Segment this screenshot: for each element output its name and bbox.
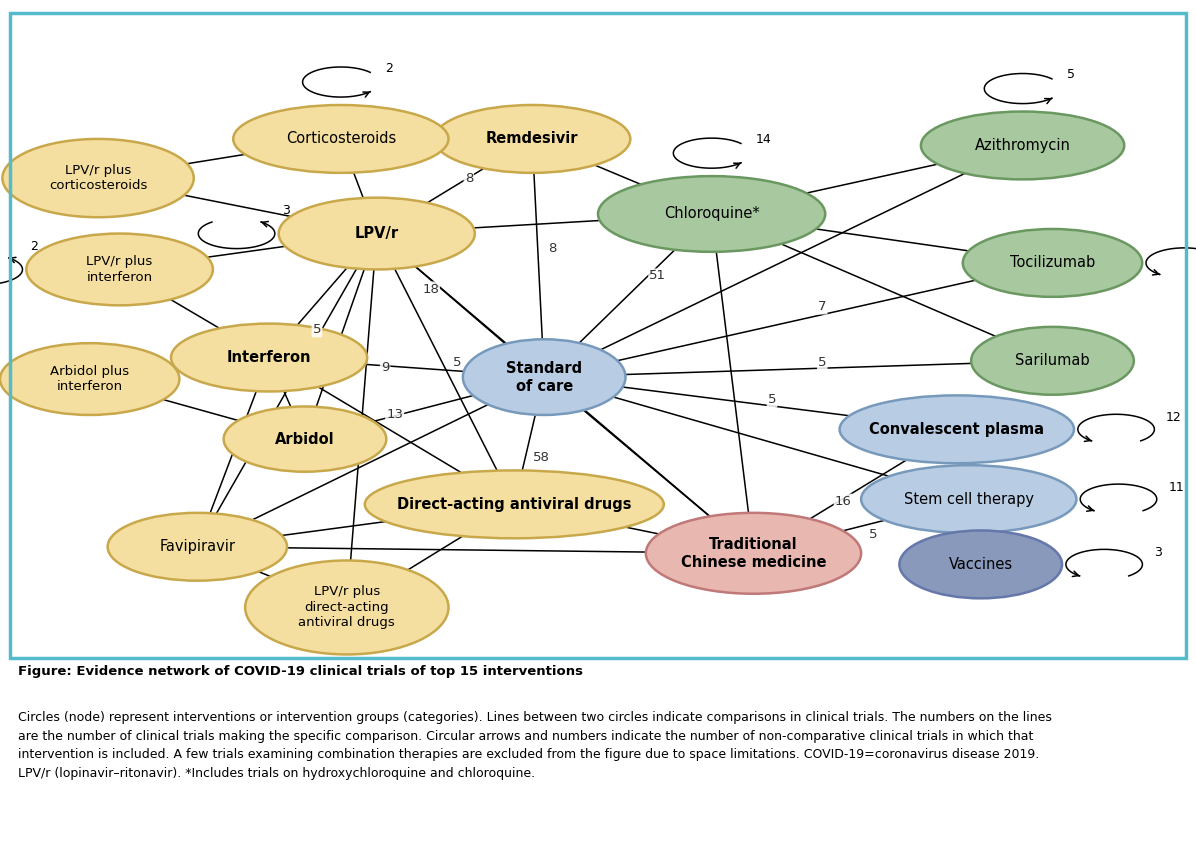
Text: 8: 8 [548,242,557,255]
Ellipse shape [171,323,367,392]
Ellipse shape [108,513,287,581]
Ellipse shape [2,139,194,217]
Ellipse shape [224,407,386,472]
Text: Vaccines: Vaccines [948,557,1013,572]
Text: 13: 13 [386,408,403,421]
Ellipse shape [245,561,448,654]
Text: LPV/r plus
corticosteroids: LPV/r plus corticosteroids [49,164,147,192]
Text: 16: 16 [835,494,852,508]
Text: 58: 58 [532,450,550,464]
Text: 5: 5 [818,356,826,369]
Text: Remdesivir: Remdesivir [486,131,579,147]
Ellipse shape [0,344,179,415]
Ellipse shape [963,229,1142,297]
Text: Standard
of care: Standard of care [506,360,582,393]
Text: LPV/r: LPV/r [355,226,398,241]
Ellipse shape [434,105,630,173]
Ellipse shape [279,198,475,269]
Ellipse shape [840,396,1074,463]
Text: 2: 2 [30,240,38,253]
Text: Traditional
Chinese medicine: Traditional Chinese medicine [681,537,826,570]
Text: Favipiravir: Favipiravir [159,539,236,554]
Ellipse shape [26,233,213,306]
Text: 3: 3 [1154,546,1161,559]
Text: 51: 51 [649,269,666,282]
Text: Figure: Evidence network of COVID-19 clinical trials of top 15 interventions: Figure: Evidence network of COVID-19 cli… [18,665,582,678]
Text: 3: 3 [282,204,291,217]
Text: Direct-acting antiviral drugs: Direct-acting antiviral drugs [397,497,631,512]
Ellipse shape [598,176,825,252]
Text: 5: 5 [453,356,462,369]
Ellipse shape [646,513,861,594]
Text: 5: 5 [312,323,322,336]
Text: 7: 7 [818,301,826,313]
Text: 8: 8 [464,172,474,185]
Text: Stem cell therapy: Stem cell therapy [904,492,1033,507]
Ellipse shape [365,471,664,538]
Text: Convalescent plasma: Convalescent plasma [869,422,1044,437]
Text: 5: 5 [868,528,878,541]
Text: 11: 11 [1168,481,1184,493]
Ellipse shape [971,327,1134,395]
Text: Sarilumab: Sarilumab [1015,354,1090,368]
Ellipse shape [899,530,1062,599]
Text: Circles (node) represent interventions or intervention groups (categories). Line: Circles (node) represent interventions o… [18,711,1051,780]
Ellipse shape [921,111,1124,179]
Text: Chloroquine*: Chloroquine* [664,206,759,221]
Ellipse shape [861,465,1076,533]
Text: Interferon: Interferon [227,350,311,365]
Text: 18: 18 [422,283,439,296]
Text: 5: 5 [768,393,776,407]
Text: LPV/r plus
interferon: LPV/r plus interferon [86,255,153,284]
Text: 5: 5 [1067,68,1074,81]
Text: Azithromycin: Azithromycin [975,138,1070,153]
Text: 2: 2 [385,61,392,74]
Text: 12: 12 [1166,411,1182,424]
Text: Corticosteroids: Corticosteroids [286,131,396,147]
Text: 14: 14 [756,133,771,146]
Ellipse shape [463,339,626,415]
Text: Arbidol: Arbidol [275,432,335,446]
Ellipse shape [233,105,448,173]
Text: 9: 9 [380,361,390,374]
Text: Tocilizumab: Tocilizumab [1009,255,1096,270]
Text: Arbidol plus
interferon: Arbidol plus interferon [50,365,129,393]
Text: LPV/r plus
direct-acting
antiviral drugs: LPV/r plus direct-acting antiviral drugs [299,585,395,630]
